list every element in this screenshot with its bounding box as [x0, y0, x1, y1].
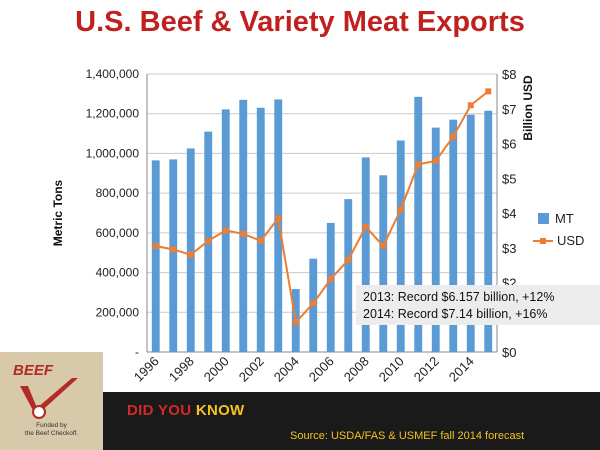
legend-label-usd: USD [557, 233, 584, 248]
bar-mt [169, 159, 178, 352]
x-tick-label: 2010 [376, 354, 407, 385]
point-usd [310, 300, 317, 307]
point-usd [450, 133, 457, 140]
point-usd [380, 243, 387, 250]
point-usd [292, 319, 299, 326]
y-tick-label: 600,000 [96, 226, 140, 240]
bar-mt [466, 114, 475, 352]
point-usd [415, 161, 422, 168]
bar-mt [379, 175, 388, 352]
x-tick-label: 2006 [306, 354, 337, 385]
x-tick-label: 2002 [236, 354, 267, 385]
y2-tick-label: $3 [502, 241, 516, 256]
y2-tick-label: $7 [502, 102, 516, 117]
record-annotation: 2013: Record $6.157 billion, +12% 2014: … [356, 285, 600, 325]
point-usd [170, 246, 177, 253]
point-usd [152, 243, 159, 250]
point-usd [397, 206, 404, 213]
y-tick-label: 1,200,000 [86, 107, 140, 121]
y-tick-label: 1,400,000 [86, 67, 140, 81]
x-tick-label: 2012 [411, 354, 442, 385]
logo-brand-text: BEEF [13, 362, 54, 379]
x-tick-label: 2008 [341, 354, 372, 385]
point-usd [467, 102, 474, 109]
annotation-line-2013: 2013: Record $6.157 billion, +12% [363, 290, 555, 304]
legend-marker-usd [540, 238, 546, 244]
point-usd [240, 230, 247, 237]
y2-tick-label: $6 [502, 137, 516, 152]
bar-mt [361, 157, 370, 352]
bar-mt [239, 99, 248, 352]
y2-tick-label: $4 [502, 206, 516, 221]
y-tick-label: 400,000 [96, 266, 140, 280]
point-usd [432, 157, 439, 164]
beef-checkoff-logo: BEEF Funded by the Beef Checkoff. [0, 352, 103, 450]
y2-tick-label: $0 [502, 345, 516, 360]
point-usd [345, 256, 352, 263]
point-usd [205, 237, 212, 244]
y-tick-label: 200,000 [96, 305, 140, 319]
bar-mt [449, 119, 458, 353]
bar-mt [484, 110, 493, 352]
source-note: Source: USDA/FAS & USMEF fall 2014 forec… [290, 430, 525, 442]
x-tick-label: 1998 [166, 354, 197, 385]
x-tick-label: 2000 [201, 354, 232, 385]
logo-tagline: Funded by the Beef Checkoff. [24, 422, 79, 437]
bar-mt [256, 107, 265, 352]
point-usd [327, 276, 334, 283]
y-tick-label: 1,000,000 [86, 146, 140, 160]
chart-title: U.S. Beef & Variety Meat Exports [75, 6, 525, 38]
legend-swatch-mt [538, 213, 549, 224]
did-you-know-heading: DID YOU KNOW [127, 402, 245, 419]
bar-mt [326, 222, 335, 352]
bar-mt [414, 96, 423, 352]
y2-tick-label: $8 [502, 67, 516, 82]
y2-axis-title: Billion USD [521, 75, 535, 141]
legend-label-mt: MT [555, 211, 574, 226]
y-tick-label: - [135, 345, 139, 359]
x-tick-label: 2004 [271, 354, 302, 385]
y-tick-label: 800,000 [96, 186, 140, 200]
bar-mt [431, 127, 440, 352]
bar-mt [274, 99, 283, 352]
bar-mt [186, 148, 195, 352]
annotation-line-2014: 2014: Record $7.14 billion, +16% [363, 307, 548, 321]
point-usd [187, 251, 194, 258]
checkmark-icon [20, 378, 78, 419]
y-axis-title: Metric Tons [51, 179, 65, 246]
bar-mt [344, 199, 353, 352]
point-usd [222, 227, 229, 234]
bar-mt [396, 140, 405, 352]
bar-mt [151, 160, 160, 352]
point-usd [485, 88, 492, 95]
point-usd [257, 237, 264, 244]
y2-tick-label: $5 [502, 171, 516, 186]
x-tick-label: 2014 [446, 354, 477, 385]
point-usd [362, 223, 369, 230]
point-usd [275, 215, 282, 222]
